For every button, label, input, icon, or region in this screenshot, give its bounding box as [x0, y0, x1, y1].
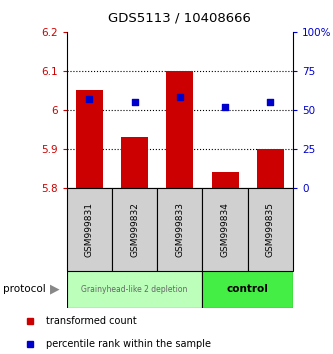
Bar: [157, 188, 202, 271]
Text: GSM999832: GSM999832: [130, 202, 139, 257]
Point: [222, 104, 228, 109]
Text: GSM999834: GSM999834: [220, 202, 230, 257]
Bar: [211, 172, 239, 188]
Point: [177, 95, 182, 100]
Bar: [112, 188, 157, 271]
Bar: [248, 188, 293, 271]
Text: GDS5113 / 10408666: GDS5113 / 10408666: [108, 12, 251, 25]
Text: control: control: [227, 284, 269, 295]
Point: [132, 99, 137, 105]
Bar: [166, 71, 193, 188]
Text: Grainyhead-like 2 depletion: Grainyhead-like 2 depletion: [81, 285, 188, 294]
Text: GSM999835: GSM999835: [266, 202, 275, 257]
Bar: [202, 271, 293, 308]
Point: [87, 96, 92, 102]
Text: ▶: ▶: [50, 283, 60, 296]
Bar: [257, 149, 284, 188]
Bar: [67, 271, 202, 308]
Bar: [202, 188, 248, 271]
Point: [268, 99, 273, 105]
Text: GSM999833: GSM999833: [175, 202, 184, 257]
Text: protocol: protocol: [3, 284, 46, 295]
Text: transformed count: transformed count: [46, 316, 137, 326]
Text: percentile rank within the sample: percentile rank within the sample: [46, 339, 211, 349]
Bar: [67, 188, 112, 271]
Bar: [121, 137, 148, 188]
Bar: [76, 90, 103, 188]
Text: GSM999831: GSM999831: [85, 202, 94, 257]
